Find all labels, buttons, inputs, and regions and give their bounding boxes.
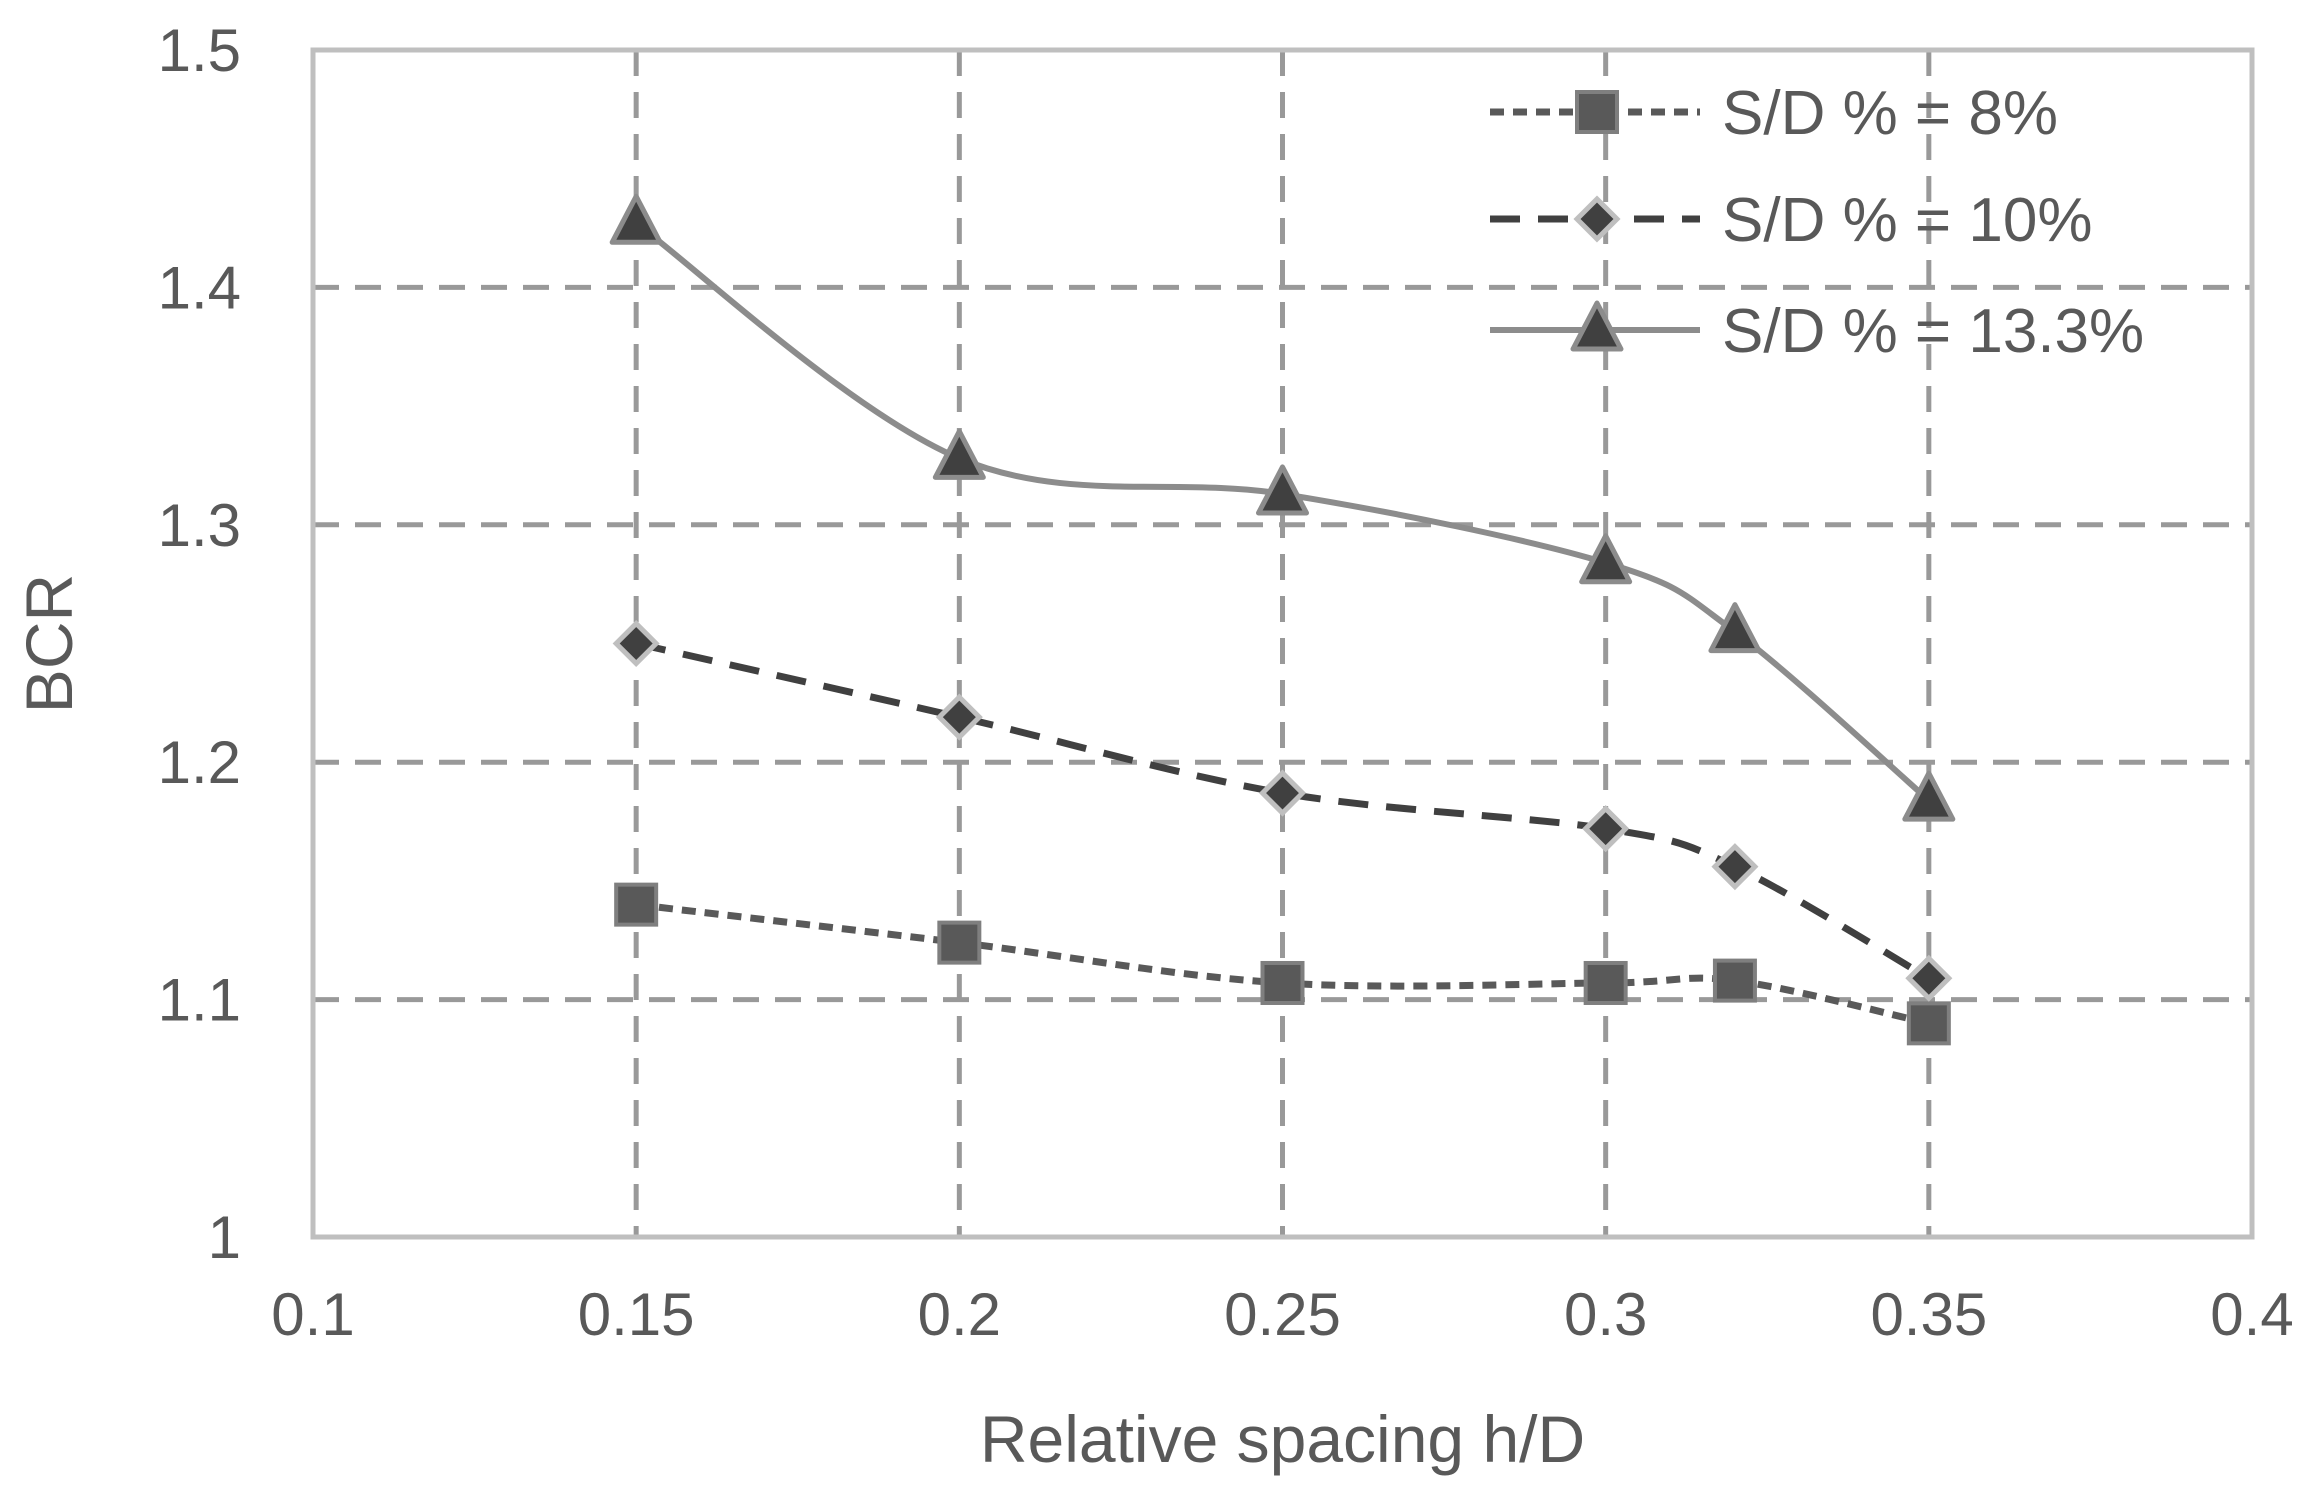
x-tick-label: 0.35 — [1870, 1281, 1987, 1348]
series-3-point — [1708, 602, 1762, 654]
y-axis-title: BCR — [12, 574, 86, 713]
legend-label: S/D % = 10% — [1722, 186, 2092, 255]
series-1-point — [614, 882, 659, 927]
x-axis-tick-labels: 0.1 0.15 0.2 0.25 0.3 0.35 0.4 — [271, 1281, 2293, 1348]
x-tick-label: 0.1 — [271, 1281, 354, 1348]
y-axis-tick-labels: 1 1.1 1.2 1.3 1.4 1.5 — [158, 17, 241, 1271]
plot-area-border — [310, 47, 2255, 1240]
series-1 — [614, 882, 1951, 1046]
series-2-point — [935, 693, 983, 741]
legend-entry-2: S/D % = 10% — [1490, 186, 2092, 255]
legend-entry-3: S/D % = 13.3% — [1490, 297, 2144, 366]
legend-marker — [1573, 195, 1621, 243]
series-1-point — [1583, 960, 1628, 1005]
legend-label: S/D % = 8% — [1722, 79, 2058, 148]
series-1-point — [1906, 1001, 1951, 1046]
legend-marker — [1575, 90, 1619, 134]
series-2-point — [1905, 954, 1953, 1002]
series-2-point — [612, 619, 660, 668]
series-2 — [612, 619, 1953, 1002]
x-axis-title: Relative spacing h/D — [980, 1402, 1585, 1476]
x-tick-label: 0.25 — [1224, 1281, 1341, 1348]
y-tick-label: 1.3 — [158, 492, 241, 559]
series-3-point — [1579, 533, 1633, 585]
series-2-point — [1711, 843, 1759, 891]
y-tick-label: 1.4 — [158, 254, 241, 321]
legend-marker — [1570, 300, 1624, 352]
y-tick-label: 1 — [208, 1204, 241, 1271]
legend: S/D % = 8% S/D % = 10% S/D % = 13.3% — [1490, 79, 2144, 366]
y-tick-label: 1.5 — [158, 17, 241, 84]
data-series — [609, 193, 1956, 1046]
series-3-point — [609, 193, 663, 245]
series-3 — [609, 193, 1956, 822]
legend-entry-1: S/D % = 8% — [1490, 79, 2058, 148]
legend-label: S/D % = 13.3% — [1722, 297, 2144, 366]
series-3-point — [1902, 770, 1956, 822]
series-1-point — [1260, 960, 1305, 1005]
y-tick-label: 1.2 — [158, 729, 241, 796]
series-2-point — [1258, 769, 1307, 817]
x-tick-label: 0.3 — [1564, 1281, 1647, 1348]
x-tick-label: 0.4 — [2210, 1281, 2293, 1348]
series-3-point — [932, 428, 986, 480]
x-tick-label: 0.15 — [578, 1281, 695, 1348]
series-2-point — [1582, 805, 1630, 853]
series-1-point — [1712, 958, 1757, 1003]
y-tick-label: 1.1 — [158, 967, 241, 1034]
series-1-point — [937, 920, 982, 965]
series-3-point — [1256, 464, 1309, 516]
x-tick-label: 0.2 — [918, 1281, 1001, 1348]
